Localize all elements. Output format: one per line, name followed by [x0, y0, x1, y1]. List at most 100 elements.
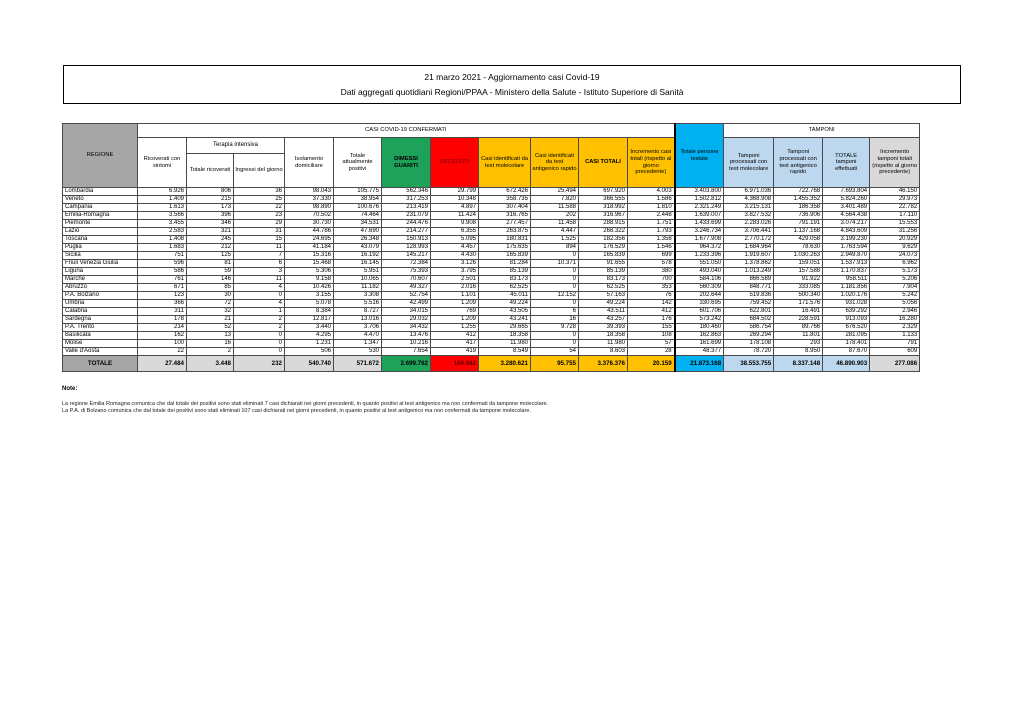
column-header-totale-tamponi: TOTALE tamponi effettuati — [822, 137, 871, 188]
value-cell: 26.348 — [333, 235, 382, 244]
value-cell: 49.224 — [578, 299, 628, 308]
value-cell: 1.408 — [137, 235, 187, 244]
value-cell: 5.173 — [869, 267, 921, 276]
value-cell: 32 — [186, 307, 234, 316]
value-cell: 48.377 — [673, 347, 725, 356]
value-cell: 178.401 — [822, 339, 871, 348]
value-cell: 43.505 — [478, 307, 531, 316]
region-cell: Sicilia — [62, 251, 138, 260]
value-cell: 293 — [773, 339, 824, 348]
value-cell: 321 — [186, 227, 234, 236]
value-cell: 72.384 — [381, 259, 431, 268]
value-cell: 848.771 — [723, 283, 775, 292]
value-cell: 29.799 — [430, 187, 479, 196]
value-cell: 1.030.263 — [773, 251, 824, 260]
value-cell: 1.919.607 — [723, 251, 775, 260]
region-cell: Sardegna — [62, 315, 138, 324]
column-header-persone-testate: Totale persone testate — [673, 123, 725, 188]
value-cell: 562.346 — [381, 187, 431, 196]
value-cell: 2.949.870 — [822, 251, 871, 260]
value-cell: 5.095 — [430, 235, 479, 244]
value-cell: 1.209 — [430, 315, 479, 324]
value-cell: 186.358 — [773, 203, 824, 212]
value-cell: 700 — [626, 275, 676, 284]
title-box: 21 marzo 2021 - Aggiornamento casi Covid… — [63, 65, 961, 104]
table-row: Sicilia 751 125 7 15.316 16.192 145.217 4.430 16… — [62, 251, 921, 260]
value-cell: 16.192 — [333, 251, 382, 260]
value-cell: 419 — [430, 347, 479, 356]
value-cell: 9.629 — [869, 243, 921, 252]
value-cell: 178.108 — [723, 339, 775, 348]
value-cell: 89.766 — [773, 323, 824, 332]
value-cell: 3.440 — [284, 323, 334, 332]
table-row: Emilia-Romagna 3.566 396 23 70.502 74.464 231.… — [62, 211, 921, 220]
value-cell: 4 — [233, 299, 285, 308]
value-cell: 761 — [137, 275, 187, 284]
value-cell: 85.139 — [578, 267, 628, 276]
value-cell: 22.782 — [869, 203, 921, 212]
value-cell: 0 — [530, 331, 579, 340]
value-cell: 29.973 — [869, 195, 921, 204]
region-cell: P.A. Trento — [62, 323, 138, 332]
value-cell: 4 — [233, 283, 285, 292]
title-line-1: 21 marzo 2021 - Aggiornamento casi Covid… — [424, 71, 600, 82]
value-cell: 21 — [186, 315, 234, 324]
value-cell: 34.015 — [381, 307, 431, 316]
value-cell: 214.277 — [381, 227, 431, 236]
value-cell: 46.150 — [869, 187, 921, 196]
value-cell: 866.589 — [723, 275, 775, 284]
region-cell: Puglia — [62, 243, 138, 252]
table-row: P.A. Bolzano 123 30 0 3.155 3.308 52.754 1.101 4… — [62, 291, 921, 300]
value-cell: 958.511 — [822, 275, 871, 284]
value-cell: 1.639.007 — [673, 211, 725, 220]
value-cell: 98.890 — [284, 203, 334, 212]
value-cell: 1.525 — [530, 235, 579, 244]
value-cell: 12.152 — [530, 291, 579, 300]
value-cell: 212 — [186, 243, 234, 252]
table-row: Basilicata 162 13 0 4.295 4.470 13.476 412 18.35… — [62, 331, 921, 340]
value-cell: 27.484 — [137, 355, 187, 372]
value-cell: 20.929 — [869, 235, 921, 244]
value-cell: 1.810 — [626, 203, 676, 212]
value-cell: 3.827.532 — [723, 211, 775, 220]
value-cell: 0 — [530, 283, 579, 292]
value-cell: 100 — [137, 339, 187, 348]
column-header-incremento-tamponi: Incremento tamponi totali (rispetto al g… — [869, 137, 921, 188]
value-cell: 380 — [626, 267, 676, 276]
value-cell: 396 — [186, 211, 234, 220]
value-cell: 2.583 — [137, 227, 187, 236]
value-cell: 1.378.862 — [723, 259, 775, 268]
value-cell: 11.980 — [578, 339, 628, 348]
value-cell: 30.730 — [284, 219, 334, 228]
value-cell: 3.199.230 — [822, 235, 871, 244]
value-cell: 125 — [186, 251, 234, 260]
value-cell: 0 — [530, 275, 579, 284]
value-cell: 540.740 — [284, 355, 334, 372]
table-row: Liguria 586 59 3 5.306 5.951 75.393 3.795 85.139… — [62, 267, 921, 276]
value-cell: 6 — [530, 307, 579, 316]
value-cell: 173 — [186, 203, 234, 212]
value-cell: 43.079 — [333, 243, 382, 252]
value-cell: 6.926 — [137, 187, 187, 196]
value-cell: 83.173 — [578, 275, 628, 284]
value-cell: 232 — [233, 355, 285, 372]
value-cell: 10.065 — [333, 275, 382, 284]
covid-data-table: REGIONE CASI COVID-19 CONFERMATI Totale … — [62, 123, 921, 372]
value-cell: 671 — [137, 283, 187, 292]
value-cell: 1.233.396 — [673, 251, 725, 260]
table-row: Puglia 1.683 212 11 41.184 43.079 128.993 4.457… — [62, 243, 921, 252]
value-cell: 10.371 — [530, 259, 579, 268]
value-cell: 44.786 — [284, 227, 334, 236]
value-cell: 171.576 — [773, 299, 824, 308]
value-cell: 5.516 — [333, 299, 382, 308]
value-cell: 277.457 — [478, 219, 531, 228]
value-cell: 1.358 — [626, 235, 676, 244]
value-cell: 52 — [186, 323, 234, 332]
value-cell: 150.913 — [381, 235, 431, 244]
value-cell: 316.765 — [478, 211, 531, 220]
value-cell: 202.644 — [673, 291, 725, 300]
value-cell: 162 — [137, 331, 187, 340]
value-cell: 1.347 — [333, 339, 382, 348]
value-cell: 128.993 — [381, 243, 431, 252]
